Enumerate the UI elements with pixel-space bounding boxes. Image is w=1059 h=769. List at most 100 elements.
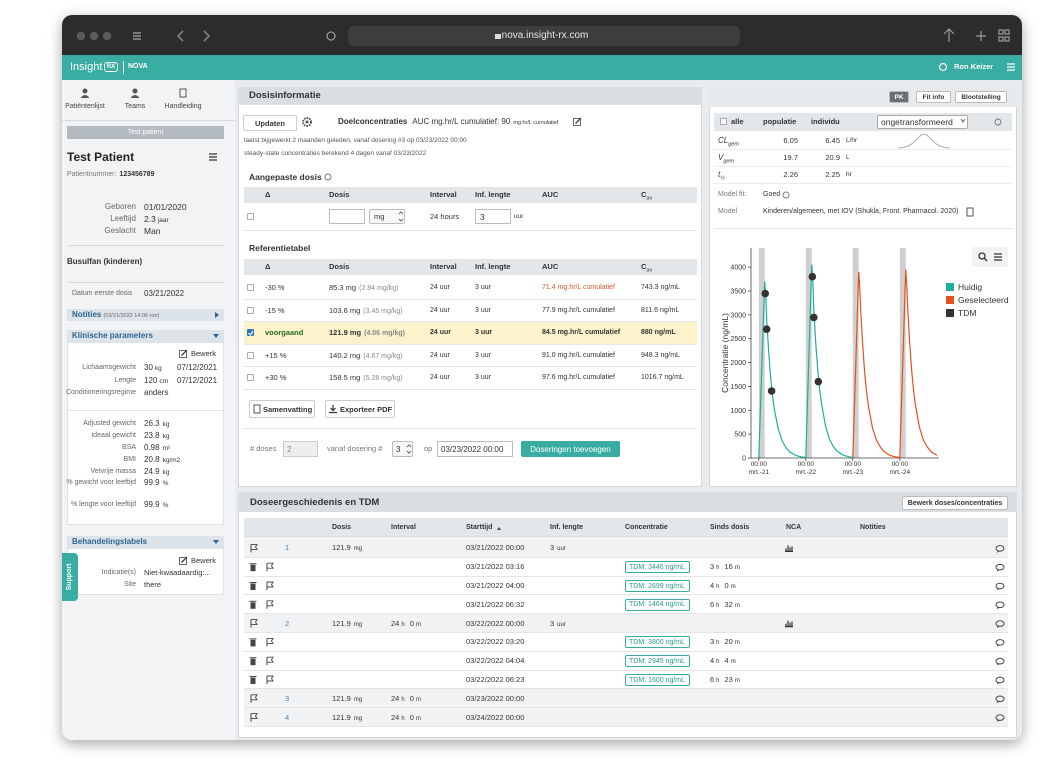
dose-cell: 85.3 mg (2.84 mg/kg)	[329, 282, 398, 295]
field-label: Conditioneringsregime	[65, 389, 136, 396]
transform-select[interactable]: ongetransformeerd	[877, 115, 968, 129]
column-header: Dosis	[329, 190, 350, 199]
column-header: individu	[811, 117, 840, 126]
start-time: 03/21/2022 06:32	[466, 599, 525, 609]
tdm-badge: TDM: 3446 ng/mL	[625, 561, 690, 574]
inf: 3	[550, 618, 555, 628]
checkbox[interactable]	[247, 374, 254, 382]
field-value: 24.9	[144, 467, 160, 476]
divider	[244, 428, 697, 429]
interval: 24 hours	[430, 212, 460, 221]
label: # doses	[250, 444, 277, 453]
edit-button[interactable]: Bewerk	[191, 556, 217, 565]
table-header[interactable]	[244, 259, 697, 275]
column-header: Concentratie	[625, 524, 668, 531]
table-row[interactable]	[244, 614, 1008, 633]
table-row[interactable]	[244, 322, 697, 345]
table-header[interactable]	[244, 187, 697, 203]
date-input[interactable]: 03/23/2022 00:00	[437, 441, 513, 457]
table-row[interactable]	[244, 670, 1008, 690]
checkbox[interactable]	[247, 284, 254, 291]
unit: hr	[846, 171, 852, 178]
tdm-point	[808, 272, 817, 281]
table-row[interactable]	[244, 689, 1008, 709]
tab[interactable]: PK	[889, 91, 909, 103]
target: AUC mg.hr/L cumulatief: 90	[412, 117, 511, 126]
edit-doses-button[interactable]: Bewerk doses/concentraties	[902, 496, 1008, 510]
inf-input[interactable]: 3	[475, 209, 511, 224]
column-header: Interval	[391, 524, 416, 531]
export-button[interactable]: Exporteer PDF	[325, 400, 395, 418]
checkbox[interactable]	[247, 351, 254, 359]
field-label: BMI	[123, 456, 136, 463]
checkbox[interactable]	[720, 118, 727, 125]
tdm-badge: TDM: 2945 ng/mL	[625, 655, 690, 668]
dose-cell: 121.9 mg	[332, 693, 362, 706]
start-time: 03/22/2022 06:23	[466, 675, 525, 684]
table-row[interactable]	[244, 539, 1008, 558]
field-label: Indicatie(s)	[101, 569, 136, 576]
field-label: % lengte voor leeftijd	[71, 501, 136, 508]
url-text: nova.insight-rx.com	[501, 30, 589, 41]
divider	[67, 245, 224, 246]
minutes: 4	[724, 656, 729, 666]
tab[interactable]: Fit info	[916, 91, 951, 103]
summary-button[interactable]: Samenvatting	[249, 400, 315, 418]
from-select[interactable]: 3	[392, 441, 413, 457]
divider	[714, 183, 1012, 184]
table-row[interactable]	[244, 633, 1008, 652]
auc: 84.5 mg.hr/L cumulatief	[542, 329, 621, 337]
y-tick-label: 4000	[730, 265, 746, 272]
line-series	[852, 269, 938, 459]
table-row[interactable]	[244, 277, 697, 300]
checkbox[interactable]	[247, 306, 254, 314]
hours: 24	[391, 618, 400, 628]
edit-button[interactable]: Bewerk	[191, 349, 217, 358]
table-row[interactable]	[244, 344, 697, 368]
x-tick-label: 00:00 mrt.-21	[748, 461, 770, 476]
support-tab[interactable]	[62, 553, 78, 601]
target-unit: mg.hr/L cumulatief	[513, 120, 559, 126]
start-time: 03/21/2022 04:00	[466, 581, 525, 590]
tab[interactable]: Blootstelling	[955, 91, 1007, 103]
notes-date: (03/21/2022 14:06 ron)	[103, 313, 160, 319]
patient-button[interactable]: Test patient	[67, 126, 224, 139]
dose-input[interactable]	[329, 209, 365, 224]
dose: 85.3 mg	[329, 283, 357, 292]
chart-tools	[972, 247, 1008, 267]
legend-label: TDM	[958, 308, 977, 318]
checkbox[interactable]	[247, 329, 254, 337]
legend-label: Geselecteerd	[958, 295, 1009, 305]
table-row[interactable]	[244, 651, 1008, 671]
count-input[interactable]: 2	[283, 441, 318, 457]
table-row[interactable]	[244, 708, 1008, 727]
field-label: Lichaamsgewicht	[82, 364, 136, 371]
table-header[interactable]	[244, 518, 1008, 538]
field-value: 03/21/2022	[144, 289, 185, 298]
dose-number: 2	[285, 618, 290, 628]
table-row[interactable]	[244, 576, 1008, 596]
checkbox[interactable]	[247, 213, 254, 220]
individual-value: 20.9	[825, 153, 840, 162]
divider	[714, 228, 1012, 229]
unit: mg	[353, 621, 363, 628]
brand-badge: RX	[104, 62, 118, 72]
table-row[interactable]	[244, 557, 1008, 577]
field-unit: %	[162, 480, 169, 487]
auc: 77.9 mg.hr/L cumulatief	[542, 306, 615, 314]
unit: h	[716, 584, 720, 590]
table-row[interactable]	[244, 595, 1008, 615]
field-value: Niet-kwaadaardig:...	[144, 568, 211, 577]
table-row[interactable]	[244, 367, 697, 390]
table-row[interactable]	[244, 299, 697, 323]
unit-select[interactable]: mg	[369, 209, 405, 224]
field: 01/01/2020	[144, 201, 187, 214]
minutes: 0	[724, 581, 729, 590]
nav-link: Patiëntenlijst	[65, 103, 105, 110]
panel-title: Dosisinformatie	[249, 90, 321, 101]
add-button[interactable]: Doseringen toevoegen	[521, 441, 620, 457]
duration: 6 h 23 m	[710, 674, 740, 687]
update-button[interactable]: Updaten	[243, 115, 297, 131]
column-header: Cav	[641, 189, 652, 205]
start-time: 03/23/2022 00:00	[466, 693, 525, 703]
